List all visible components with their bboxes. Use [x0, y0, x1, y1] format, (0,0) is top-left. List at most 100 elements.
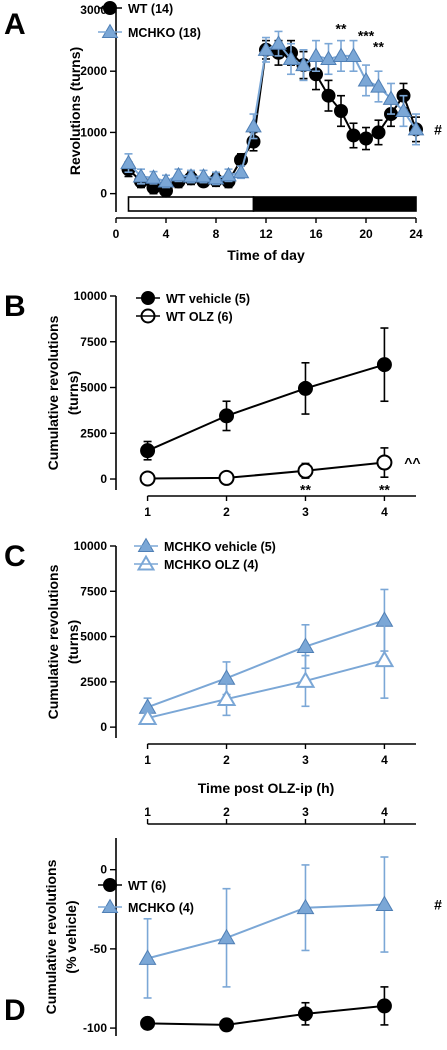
- panel-a: A 0 1000 2000 3000 0 4 8 12 16 20 24 Time of day Revo…: [4, 1, 442, 263]
- data-point: [376, 454, 393, 471]
- data-point: [219, 408, 235, 424]
- data-point: [357, 71, 375, 87]
- y-tick-label: 7500: [80, 584, 107, 598]
- y-tick-label: 10000: [74, 539, 108, 553]
- y-tick-label: 2500: [80, 675, 107, 689]
- y-tick-label: 5000: [80, 630, 107, 644]
- series-1: [138, 588, 394, 718]
- data-point: [295, 56, 312, 72]
- data-point: [140, 1015, 156, 1031]
- significance-marker: #: [434, 121, 442, 137]
- significance-marker: **: [300, 482, 311, 498]
- y-tick-label: 0: [100, 720, 107, 734]
- data-point: [270, 35, 287, 50]
- x-tick-label: 2: [223, 753, 230, 767]
- data-point: [282, 50, 300, 66]
- y-axis-title: Cumulative revolutions (% vehicle): [43, 859, 79, 1014]
- data-point: [219, 1017, 235, 1033]
- data-point: [374, 650, 395, 668]
- x-axis-title: Time of day: [227, 247, 305, 263]
- x-tick-label: 1: [144, 505, 151, 519]
- data-point: [295, 670, 316, 688]
- panel-letter: C: [4, 540, 26, 573]
- data-point: [297, 462, 314, 479]
- y-tick-label: 1000: [80, 125, 107, 139]
- y-axis-title: Revolutions (turns): [67, 47, 83, 175]
- x-tick-label: 4: [163, 227, 170, 241]
- data-point: [407, 120, 425, 136]
- data-point: [297, 1006, 313, 1022]
- y-axis-title: Cumulative revolutions (turns): [45, 564, 81, 719]
- y-tick-label: -50: [90, 942, 108, 956]
- x-tick-label: 24: [409, 227, 423, 241]
- data-point: [140, 443, 156, 459]
- legend-label: WT (6): [128, 879, 166, 893]
- legend-marker: [101, 23, 119, 39]
- data-point: [370, 78, 387, 93]
- y-tick-label: 3000: [80, 3, 107, 17]
- dark-phase-bar: [252, 196, 417, 212]
- data-point: [216, 689, 237, 707]
- data-point: [170, 166, 187, 182]
- data-point: [346, 128, 361, 143]
- data-point: [345, 47, 362, 62]
- legend-marker: [136, 554, 156, 571]
- series-1: [140, 986, 392, 1033]
- data-point: [376, 998, 392, 1014]
- series-line: [147, 903, 385, 960]
- panel-letter: D: [4, 994, 26, 1027]
- y-tick-label: 10000: [74, 289, 108, 303]
- series-line: [147, 363, 385, 452]
- data-point: [375, 895, 394, 912]
- panel-b: B 0 2500 5000 7500 10000 1 2 3 4 Cumulative revolu…: [4, 289, 421, 519]
- x-tick-label: 1: [144, 753, 151, 767]
- data-point: [232, 163, 250, 179]
- x-tick-label: 4: [381, 805, 388, 819]
- significance-marker: #: [434, 897, 442, 913]
- series-line: [147, 461, 385, 480]
- data-point: [359, 131, 373, 146]
- y-axis-title: Cumulative revolutions (turns): [45, 315, 81, 470]
- data-point: [307, 47, 325, 62]
- legend-marker: [137, 537, 155, 553]
- data-point: [218, 469, 235, 486]
- data-point: [297, 380, 313, 396]
- x-tick-label: 3: [302, 753, 309, 767]
- legend-label: WT (14): [128, 2, 173, 16]
- panel-c: C 0 2500 5000 7500 10000 1 2 3 4 Time post OLZ-ip …: [4, 537, 416, 796]
- y-tick-label: 0: [100, 187, 107, 201]
- data-point: [245, 117, 262, 133]
- y-tick-label: 0: [100, 472, 107, 486]
- data-point: [138, 949, 157, 965]
- series-line: [147, 619, 385, 709]
- significance-marker: ^^: [404, 455, 420, 471]
- x-tick-label: 4: [381, 753, 388, 767]
- legend-label: MCHKO (4): [128, 901, 194, 915]
- y-tick-label: 2000: [80, 64, 107, 78]
- y-tick-label: 0: [100, 863, 107, 877]
- x-tick-label: 16: [309, 227, 323, 241]
- light-phase-bar: [127, 196, 255, 212]
- data-point: [334, 104, 348, 118]
- data-point: [157, 172, 175, 188]
- data-point: [376, 357, 392, 373]
- x-tick-label: 8: [213, 227, 220, 241]
- data-point: [220, 166, 237, 182]
- x-tick-label: 2: [223, 505, 230, 519]
- legend-label: MCHKO OLZ (4): [164, 558, 258, 572]
- significance-marker: ***: [358, 28, 375, 44]
- series-2: [120, 30, 425, 189]
- x-tick-label: 3: [302, 505, 309, 519]
- y-tick-label: 2500: [80, 426, 107, 440]
- data-point: [321, 88, 336, 103]
- data-point: [207, 169, 225, 185]
- significance-marker: **: [373, 39, 384, 55]
- data-point: [139, 470, 156, 487]
- x-axis-title: Time post OLZ-ip (h): [198, 780, 335, 796]
- data-point: [120, 154, 137, 170]
- data-point: [217, 928, 236, 945]
- series-1: [121, 39, 423, 198]
- series-2: [139, 447, 393, 487]
- series-line: [147, 1004, 385, 1026]
